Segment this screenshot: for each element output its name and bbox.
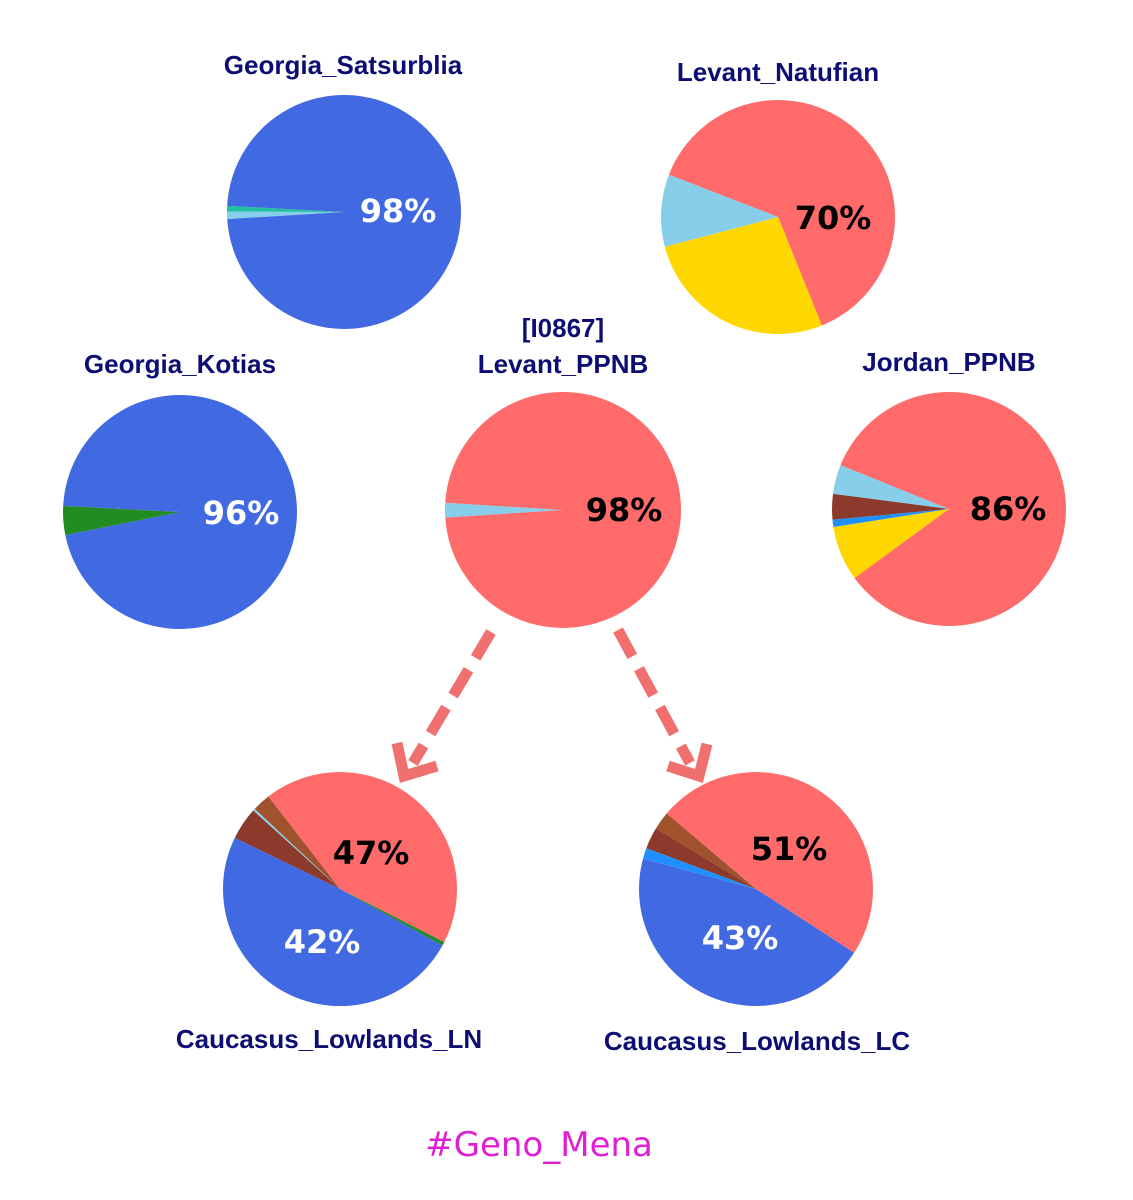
pie-0-slice-2	[226, 211, 344, 220]
pct-label-caucasus-ln-caucasus: 42%	[284, 923, 361, 961]
pct-label-caucasus-ln-levant: 47%	[333, 834, 410, 872]
title-caucasus-lowlands-ln: Caucasus_Lowlands_LN	[176, 1024, 482, 1054]
pie-6-slice-1	[655, 813, 756, 889]
pie-4-slice-3	[832, 509, 949, 528]
pie-6-slice-2	[646, 828, 756, 889]
title-jordan-ppnb: Jordan_PPNB	[862, 347, 1035, 377]
pie-0-slice-1	[227, 205, 344, 212]
pct-label-levant-natufian: 70%	[795, 199, 872, 237]
pie-0-slice-0	[227, 94, 462, 329]
pie-georgia-satsurblia	[226, 94, 462, 329]
pie-jordan-ppnb	[832, 392, 1066, 627]
pie-5-slice-2	[253, 808, 340, 889]
pct-label-georgia-kotias: 96%	[203, 494, 280, 532]
pie-2-slice-1	[63, 505, 181, 536]
pie-3-slice-1	[445, 502, 563, 518]
title-levant-natufian: Levant_Natufian	[677, 57, 879, 87]
pie-1-slice-0	[668, 99, 896, 326]
pie-levant-ppnb	[445, 391, 682, 628]
pie-caucasus-lowlands-lc	[639, 772, 873, 1006]
pie-1-slice-2	[664, 217, 822, 335]
pie-2-slice-0	[63, 394, 298, 629]
pie-1-slice-1	[660, 174, 778, 247]
title-georgia-kotias: Georgia_Kotias	[84, 349, 276, 379]
pie-georgia-kotias	[63, 394, 298, 629]
pie-5-slice-5	[340, 889, 445, 946]
pct-label-georgia-satsurblia: 98%	[360, 192, 437, 230]
pie-4-slice-1	[832, 465, 949, 509]
hashtag-geno-mena: #Geno_Mena	[425, 1125, 653, 1165]
pie-4-slice-4	[833, 509, 949, 579]
title-levant-ppnb: Levant_PPNB	[478, 349, 649, 379]
arrow-to-caucasus-lc	[613, 627, 713, 784]
pie-5-slice-1	[254, 796, 340, 889]
pie-5-slice-3	[234, 810, 340, 889]
pie-6-slice-3	[642, 848, 756, 889]
pct-label-caucasus-lc-levant: 51%	[751, 830, 828, 868]
pie-5-slice-4	[222, 837, 443, 1007]
pie-4-slice-0	[840, 392, 1066, 627]
pie-caucasus-lowlands-ln	[222, 771, 458, 1007]
title-caucasus-lowlands-lc: Caucasus_Lowlands_LC	[604, 1026, 911, 1056]
pie-3-slice-0	[445, 391, 682, 628]
pct-label-jordan-ppnb: 86%	[970, 490, 1047, 528]
pie-6-slice-0	[666, 772, 873, 953]
title-georgia-satsurblia: Georgia_Satsurblia	[224, 50, 463, 80]
pie-6-slice-4	[639, 858, 855, 1006]
title-levant-ppnb-id: [I0867]	[522, 313, 604, 343]
pie-levant-natufian	[660, 99, 896, 335]
pct-label-caucasus-lc-caucasus: 43%	[702, 919, 779, 957]
arrow-to-caucasus-ln	[391, 629, 496, 784]
pie-5-slice-0	[268, 771, 458, 943]
pct-label-levant-ppnb: 98%	[586, 491, 663, 529]
pie-4-slice-2	[832, 493, 949, 520]
